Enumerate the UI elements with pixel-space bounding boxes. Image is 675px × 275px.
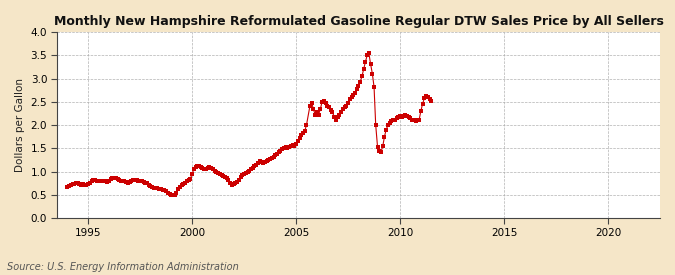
Y-axis label: Dollars per Gallon: Dollars per Gallon [15,78,25,172]
Title: Monthly New Hampshire Reformulated Gasoline Regular DTW Sales Price by All Selle: Monthly New Hampshire Reformulated Gasol… [53,15,664,28]
Text: Source: U.S. Energy Information Administration: Source: U.S. Energy Information Administ… [7,262,238,272]
